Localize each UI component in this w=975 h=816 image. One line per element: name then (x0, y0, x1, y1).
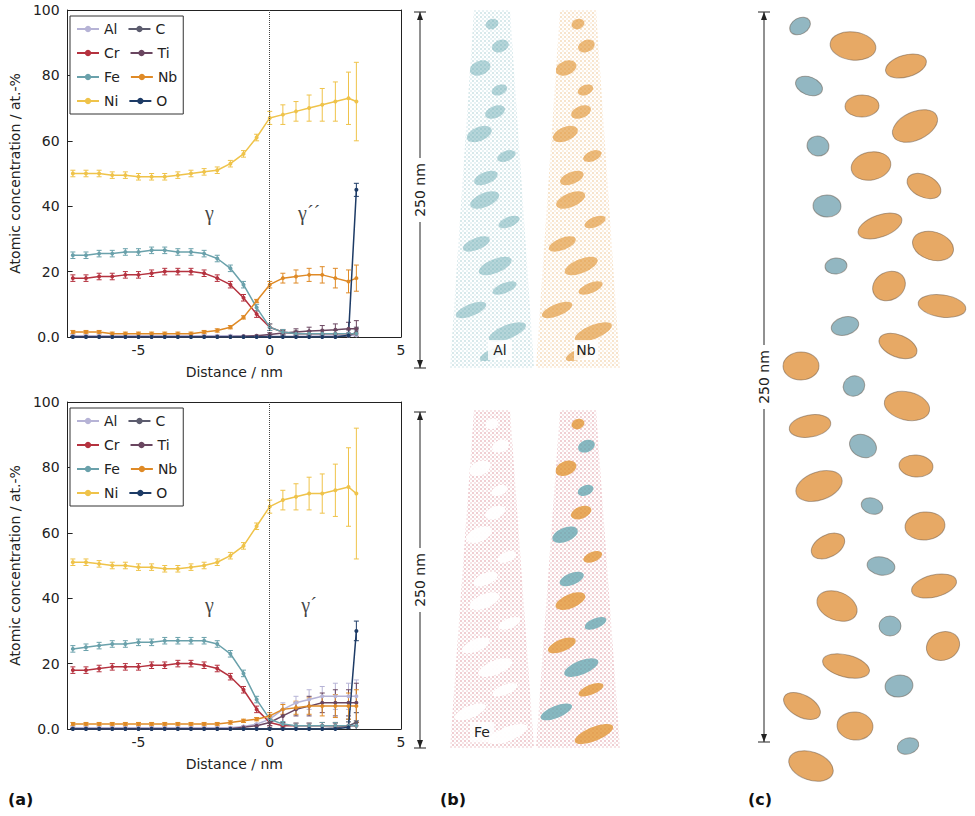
svg-text:Al: Al (104, 413, 117, 429)
svg-text:40: 40 (42, 590, 60, 606)
svg-text:20: 20 (42, 264, 60, 280)
svg-text:γ´: γ´ (300, 594, 317, 617)
svg-text:40: 40 (42, 198, 60, 214)
svg-text:80: 80 (42, 459, 60, 475)
svg-text:0.0: 0.0 (37, 329, 59, 345)
svg-text:Distance / nm: Distance / nm (186, 756, 283, 772)
svg-text:250 nm: 250 nm (412, 553, 428, 607)
svg-text:0.0: 0.0 (37, 721, 59, 737)
svg-text:C: C (155, 21, 165, 37)
svg-text:250 nm: 250 nm (756, 350, 772, 404)
svg-text:-5: -5 (132, 734, 146, 750)
svg-text:C: C (155, 413, 165, 429)
svg-text:γ´´: γ´´ (297, 202, 320, 225)
svg-text:-5: -5 (132, 342, 146, 358)
svg-text:Cr: Cr (104, 437, 120, 453)
svg-text:100: 100 (33, 394, 60, 410)
svg-text:O: O (156, 93, 167, 109)
svg-text:Fe: Fe (104, 461, 120, 477)
svg-text:Ti: Ti (157, 437, 170, 453)
svg-text:100: 100 (33, 2, 60, 18)
svg-text:Fe: Fe (104, 69, 120, 85)
svg-text:60: 60 (42, 133, 60, 149)
svg-text:5: 5 (397, 342, 406, 358)
svg-text:Al: Al (104, 21, 117, 37)
svg-text:γ: γ (204, 594, 214, 617)
svg-text:γ: γ (204, 202, 214, 225)
svg-text:250 nm: 250 nm (412, 163, 428, 217)
svg-text:Ni: Ni (104, 93, 118, 109)
svg-text:60: 60 (42, 525, 60, 541)
html-text:(c): (c) (748, 790, 773, 809)
svg-text:Distance / nm: Distance / nm (186, 364, 283, 380)
svg-text:Atomic concentration / at.-%: Atomic concentration / at.-% (7, 465, 23, 666)
svg-text:20: 20 (42, 656, 60, 672)
svg-text:80: 80 (42, 67, 60, 83)
svg-text:0: 0 (265, 734, 274, 750)
svg-text:Nb: Nb (158, 69, 177, 85)
svg-text:5: 5 (397, 734, 406, 750)
svg-text:Cr: Cr (104, 45, 120, 61)
html-text:(b): (b) (440, 790, 467, 809)
svg-text:Nb: Nb (158, 461, 177, 477)
svg-text:Nb: Nb (576, 342, 595, 358)
svg-text:Fe: Fe (474, 724, 490, 740)
svg-text:Ni: Ni (104, 485, 118, 501)
svg-text:Ti: Ti (157, 45, 170, 61)
svg-text:Atomic concentration / at.-%: Atomic concentration / at.-% (7, 73, 23, 274)
svg-text:0: 0 (265, 342, 274, 358)
svg-text:Al: Al (493, 342, 506, 358)
svg-text:O: O (156, 485, 167, 501)
html-text:(a): (a) (8, 790, 34, 809)
